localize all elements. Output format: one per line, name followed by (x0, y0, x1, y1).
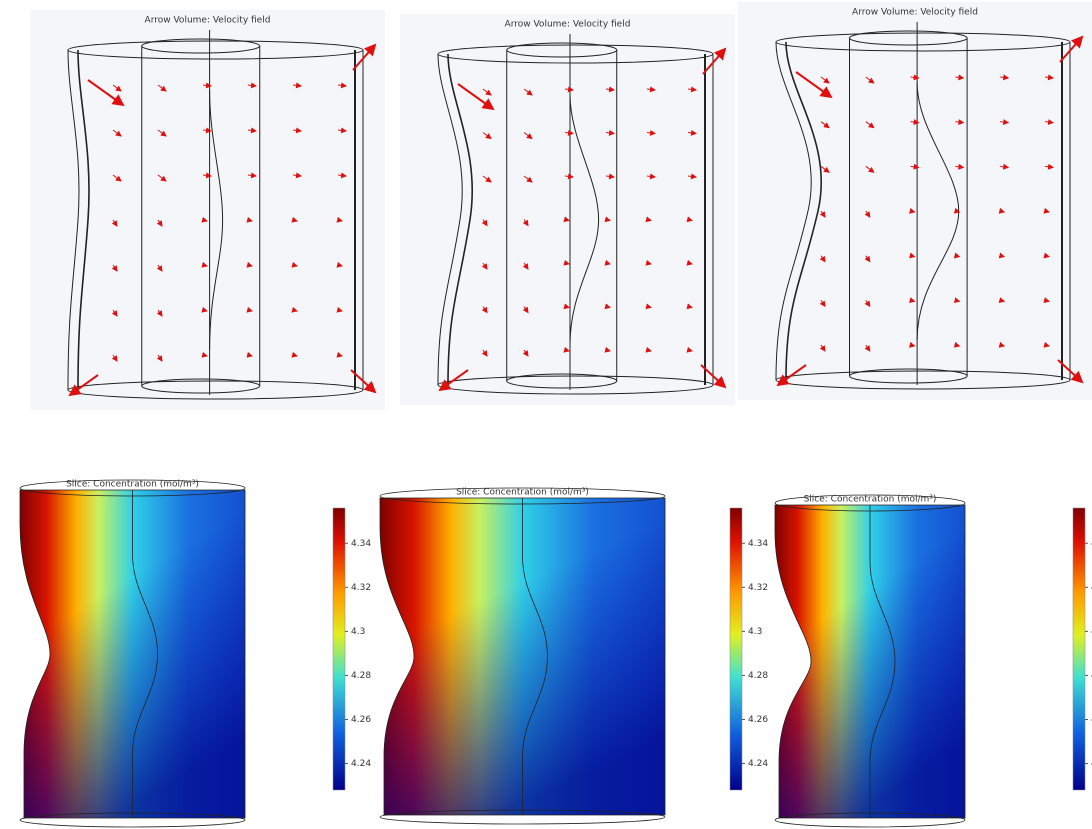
colorbar-tick-label: 4.26 (748, 715, 768, 725)
figure: Arrow Volume: Velocity field Arrow Volume… (0, 0, 1092, 829)
colorbar-tick-label: 4.3 (748, 627, 762, 637)
colorbar-tick-label: 4.3 (351, 627, 365, 637)
panel-bg (738, 2, 1092, 400)
colorbar-tick-label: 4.32 (748, 583, 768, 593)
colorbar (1073, 508, 1085, 790)
panel-title: Arrow Volume: Velocity field (852, 8, 978, 18)
panel-title: Arrow Volume: Velocity field (505, 20, 631, 30)
panel-title: Slice: Concentration (mol/m³) (804, 495, 937, 505)
panel-bg (30, 10, 385, 410)
colorbar-tick-label: 4.32 (351, 583, 371, 593)
panel-title: Arrow Volume: Velocity field (145, 16, 271, 26)
panel-title: Slice: Concentration (mol/m³) (66, 480, 199, 490)
colorbar (333, 508, 345, 790)
colorbar-tick-label: 4.28 (351, 671, 371, 681)
colorbar-tick-label: 4.34 (748, 539, 768, 549)
panel-title: Slice: Concentration (mol/m³) (456, 488, 589, 498)
colorbar-tick-label: 4.26 (351, 715, 371, 725)
colorbar-tick-label: 4.24 (748, 759, 768, 769)
colorbar-tick-label: 4.34 (351, 539, 371, 549)
colorbar-tick-label: 4.28 (748, 671, 768, 681)
colorbar (730, 508, 742, 790)
colorbar-tick-label: 4.24 (351, 759, 371, 769)
